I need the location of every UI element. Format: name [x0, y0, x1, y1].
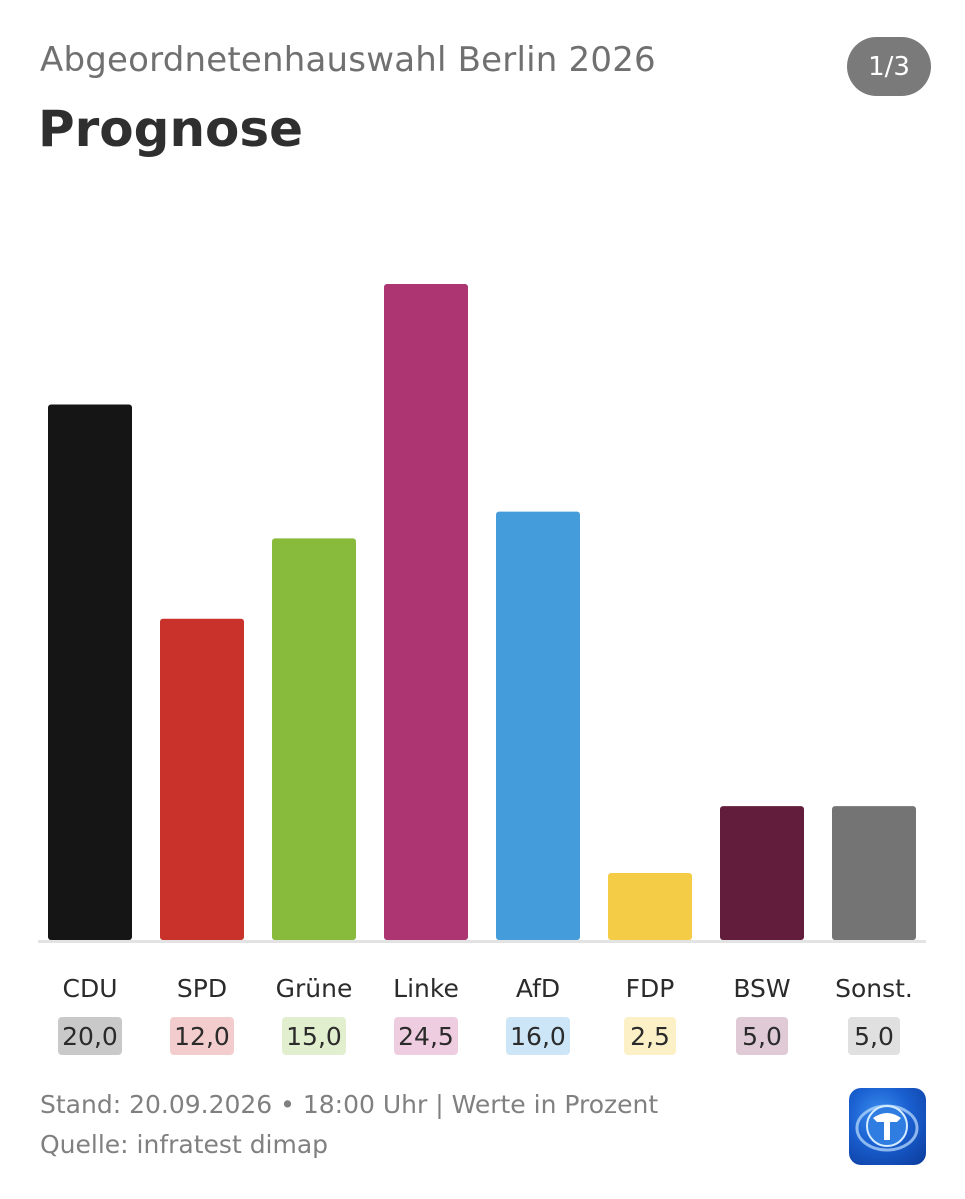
value-badge-spd	[170, 1017, 234, 1055]
value-label-cdu: 20,0	[62, 1022, 118, 1051]
pager-badge[interactable]: 1/3	[847, 37, 931, 96]
category-label-spd: SPD	[177, 974, 227, 1003]
value-badge-sonst	[848, 1017, 900, 1055]
value-label-fdp: 2,5	[630, 1022, 670, 1051]
bar-grüne[interactable]	[272, 538, 356, 940]
value-badge-grüne	[282, 1017, 346, 1055]
tagesschau-logo-icon	[849, 1088, 926, 1165]
bar-chart: CDU 20,0 SPD 12,0 Grüne 15,0 Linke 24,5 AfD 16,0 F…	[38, 284, 926, 1055]
bar-fdp[interactable]	[608, 873, 692, 940]
category-label-sonst: Sonst.	[835, 974, 913, 1003]
value-label-spd: 12,0	[174, 1022, 230, 1051]
category-label-cdu: CDU	[62, 974, 117, 1003]
value-badge-bsw	[736, 1017, 788, 1055]
value-badge-fdp	[624, 1017, 676, 1055]
value-label-afd: 16,0	[510, 1022, 566, 1051]
bar-spd[interactable]	[160, 618, 244, 940]
value-badge-afd	[506, 1017, 570, 1055]
category-label-fdp: FDP	[626, 974, 675, 1003]
footer-stand: Stand: 20.09.2026 • 18:00 Uhr | Werte in…	[40, 1090, 659, 1119]
footer-source: Quelle: infratest dimap	[40, 1130, 329, 1159]
x-axis-baseline	[38, 940, 926, 943]
bar-sonst[interactable]	[832, 806, 916, 940]
value-badge-linke	[394, 1017, 458, 1055]
bar-afd[interactable]	[496, 511, 580, 940]
chart-title: Prognose	[38, 100, 304, 158]
category-label-afd: AfD	[516, 974, 560, 1003]
chart-subtitle: Abgeordnetenhauswahl Berlin 2026	[40, 40, 656, 80]
value-badge-cdu	[58, 1017, 122, 1055]
value-label-grüne: 15,0	[286, 1022, 342, 1051]
category-label-linke: Linke	[393, 974, 459, 1003]
value-label-linke: 24,5	[398, 1022, 454, 1051]
category-label-grüne: Grüne	[276, 974, 353, 1003]
category-label-bsw: BSW	[733, 974, 790, 1003]
bar-linke[interactable]	[384, 284, 468, 940]
bar-bsw[interactable]	[720, 806, 804, 940]
bar-cdu[interactable]	[48, 404, 132, 940]
value-label-sonst: 5,0	[854, 1022, 894, 1051]
value-label-bsw: 5,0	[742, 1022, 782, 1051]
